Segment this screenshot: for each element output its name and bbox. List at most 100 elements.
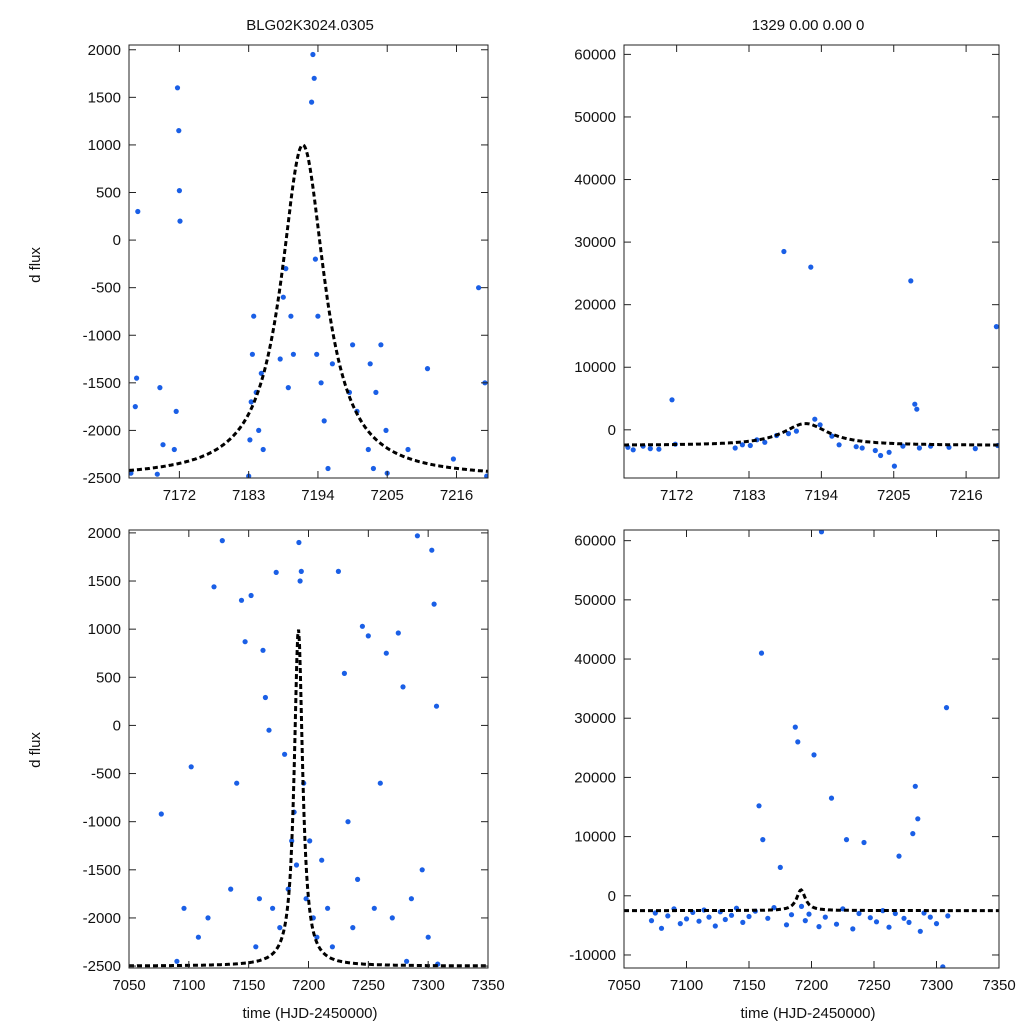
data-point	[850, 926, 856, 932]
x-tick-label: 7100	[670, 977, 703, 994]
data-point	[758, 650, 765, 656]
data-point	[173, 408, 179, 414]
data-point	[683, 916, 690, 922]
y-tick-label: 500	[96, 669, 121, 686]
y-tick-label: 20000	[574, 297, 616, 314]
data-point	[873, 919, 880, 925]
data-points	[129, 51, 488, 478]
data-point	[310, 51, 316, 58]
data-point	[945, 913, 951, 919]
x-tick-label: 7216	[440, 487, 473, 504]
data-point	[335, 568, 341, 575]
data-point	[283, 266, 289, 272]
data-point	[174, 958, 180, 964]
data-point	[476, 285, 482, 291]
data-point	[176, 128, 182, 134]
y-tick-label: -500	[91, 280, 121, 297]
data-point	[712, 923, 718, 929]
x-tick-label: 7100	[172, 977, 205, 994]
model-curve-group	[129, 629, 488, 968]
title-left: BLG02K3024.0305	[246, 17, 374, 34]
data-point	[285, 385, 291, 391]
data-point	[818, 530, 825, 535]
y-tick-label: 50000	[574, 109, 616, 126]
data-point	[740, 919, 746, 926]
data-points	[158, 533, 441, 967]
y-tick-label: 30000	[574, 710, 616, 727]
data-point	[318, 380, 324, 386]
y-tick-label: -1000	[83, 327, 121, 344]
data-point	[856, 910, 862, 917]
data-point	[677, 921, 683, 927]
data-point	[307, 838, 313, 844]
model-curve-group	[129, 143, 488, 473]
data-point	[908, 278, 914, 284]
data-point	[917, 928, 923, 934]
data-point	[760, 837, 766, 843]
data-point	[248, 592, 254, 599]
data-point	[365, 446, 371, 453]
data-point	[157, 385, 163, 391]
data-point	[806, 911, 812, 917]
data-point	[408, 896, 414, 902]
x-tick-label: 7200	[292, 977, 325, 994]
data-point	[315, 313, 321, 319]
data-point	[395, 630, 401, 636]
data-point	[972, 446, 978, 452]
data-point	[785, 431, 792, 437]
panel-top-right: 7172 7183 7194 7205 7216 0 10000 20000 30000 4000…	[574, 44, 1000, 504]
data-point	[319, 857, 325, 863]
data-point	[912, 783, 918, 789]
data-point	[329, 361, 335, 367]
data-point	[886, 449, 892, 455]
data-point	[706, 914, 712, 920]
data-point	[359, 623, 365, 629]
model-curve	[129, 629, 488, 968]
data-point	[722, 916, 728, 923]
data-point	[383, 427, 389, 433]
model-curve-group	[624, 422, 999, 447]
data-point	[312, 256, 318, 262]
title-right: 1329 0.00 0.00 0	[752, 17, 865, 34]
data-point	[277, 925, 283, 931]
x-tick-label: 7205	[877, 487, 910, 504]
data-point	[912, 401, 918, 407]
x-tick-label: 7350	[471, 977, 504, 994]
data-point	[795, 739, 801, 745]
data-point	[811, 752, 817, 758]
data-point	[630, 447, 636, 453]
x-tick-label: 7183	[732, 487, 765, 504]
data-point	[181, 905, 187, 911]
data-point	[195, 934, 201, 940]
data-point	[906, 919, 912, 926]
y-tick-label: 0	[113, 717, 121, 734]
data-point	[658, 925, 665, 931]
plot-frame	[623, 44, 1000, 479]
y-tick-label: 500	[96, 185, 121, 202]
x-tick-label: 7050	[607, 977, 640, 994]
x-tick-label: 7150	[232, 977, 265, 994]
data-point	[405, 446, 411, 453]
data-point	[262, 694, 268, 701]
data-point	[927, 914, 933, 920]
x-tick-label: 7200	[795, 977, 828, 994]
data-point	[171, 446, 177, 453]
data-point	[297, 578, 303, 584]
x-tick-label: 7216	[949, 487, 982, 504]
data-point	[260, 647, 266, 653]
data-point	[940, 964, 946, 968]
data-point	[669, 397, 675, 403]
data-point	[781, 248, 787, 255]
data-point	[828, 795, 835, 801]
data-point	[728, 912, 735, 918]
data-point	[314, 351, 320, 357]
data-point	[836, 442, 842, 448]
data-point	[270, 905, 276, 911]
data-point	[296, 539, 302, 546]
data-point	[350, 342, 356, 348]
data-point	[739, 442, 746, 448]
y-tick-label: 30000	[574, 234, 616, 251]
data-point	[293, 862, 300, 868]
data-point	[648, 918, 655, 924]
